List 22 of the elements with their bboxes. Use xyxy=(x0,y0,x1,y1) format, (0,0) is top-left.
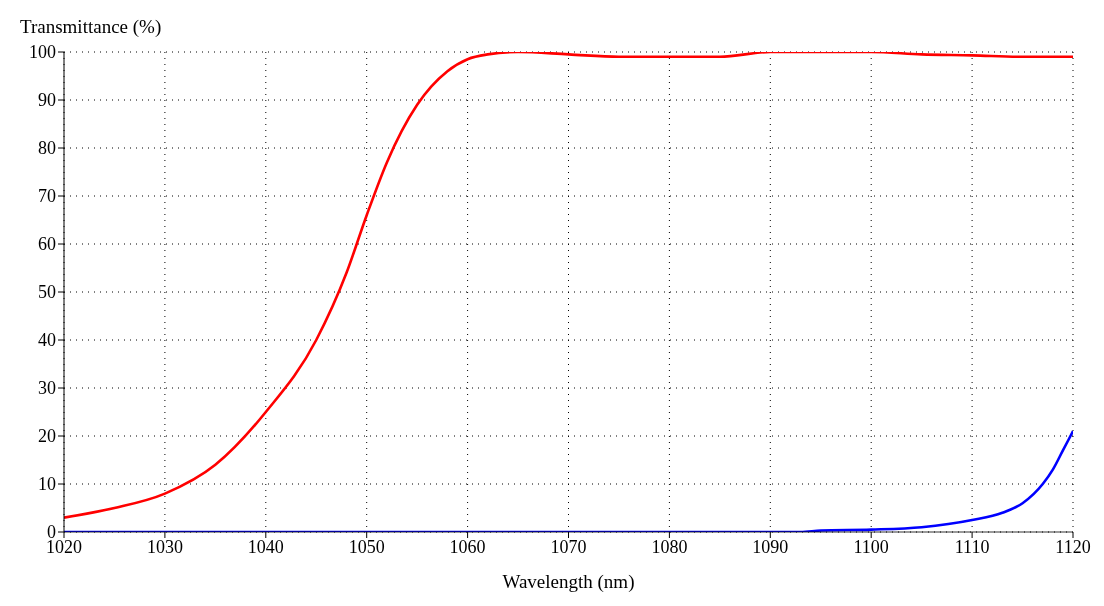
x-tick-label: 1050 xyxy=(348,536,385,557)
y-tick-label: 40 xyxy=(38,330,56,351)
x-tick-label: 1070 xyxy=(550,536,587,557)
y-tick-label: 70 xyxy=(38,186,56,207)
x-tick-label: 1080 xyxy=(651,536,688,557)
x-tick-label: 1060 xyxy=(449,536,486,557)
x-tick-label: 1040 xyxy=(247,536,284,557)
x-tick-label: 1030 xyxy=(146,536,183,557)
x-tick-label: 1120 xyxy=(1055,536,1091,557)
y-tick-label: 10 xyxy=(38,474,56,495)
y-axis-title: Transmittance (%) xyxy=(19,15,163,39)
y-tick-label: 90 xyxy=(38,90,56,111)
y-tick-label: 50 xyxy=(38,282,56,303)
y-tick-label: 60 xyxy=(38,234,56,255)
x-tick-label: 1090 xyxy=(752,536,789,557)
x-tick-label: 1110 xyxy=(954,536,990,557)
y-tick-label: 100 xyxy=(29,42,56,63)
x-tick-label: 1100 xyxy=(853,536,889,557)
y-tick-label: 30 xyxy=(38,378,56,399)
y-tick-label: 20 xyxy=(38,426,56,447)
x-axis-title: Wavelength (nm) xyxy=(502,571,635,593)
y-tick-label: 80 xyxy=(38,138,56,159)
